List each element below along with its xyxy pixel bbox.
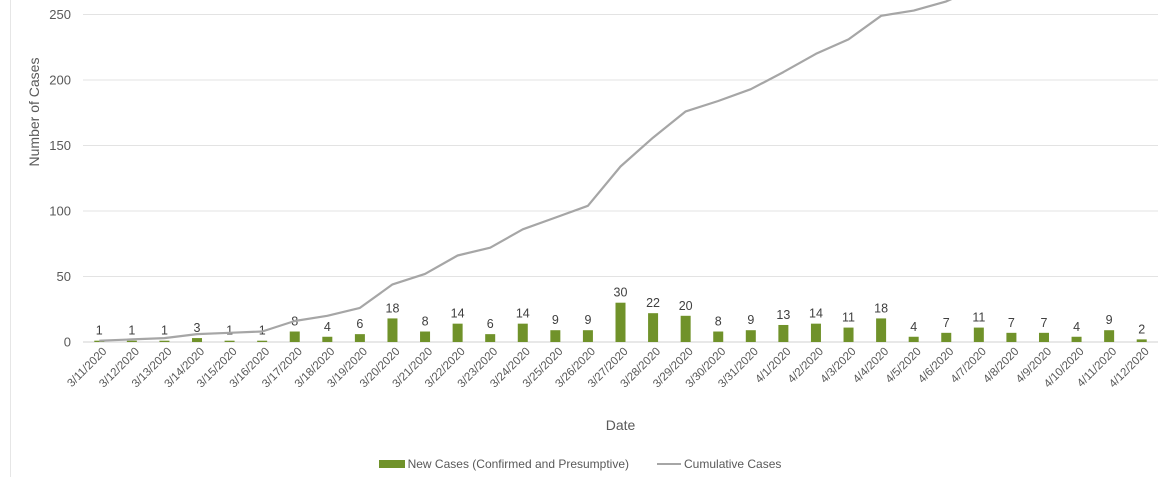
legend-item-new-cases: New Cases (Confirmed and Presumptive) <box>378 457 630 471</box>
legend-label-cumulative-cases: Cumulative Cases <box>684 457 782 471</box>
bar-new-cases <box>1071 336 1082 342</box>
y-tick-label: 200 <box>49 73 71 88</box>
bar-new-cases <box>126 340 137 342</box>
bar-new-cases <box>941 332 952 342</box>
cumulative-cases-line <box>99 0 953 342</box>
legend-swatch-new-cases <box>378 460 405 468</box>
bar-new-cases <box>778 324 789 342</box>
y-tick-label: 250 <box>49 7 71 22</box>
bar-new-cases <box>1038 332 1049 342</box>
bar-new-cases <box>582 330 593 342</box>
y-tick-label: 150 <box>49 138 71 153</box>
bar-new-cases <box>420 331 431 342</box>
bar-new-cases <box>745 330 756 342</box>
data-label: 8 <box>715 315 722 329</box>
data-label: 1 <box>96 324 103 338</box>
data-label: 2 <box>1138 322 1145 336</box>
bar-new-cases <box>908 336 919 342</box>
y-tick-label: 50 <box>57 269 71 284</box>
y-tick-label: 100 <box>49 204 71 219</box>
left-border-line <box>10 0 11 477</box>
bar-new-cases <box>159 340 170 342</box>
data-label: 11 <box>842 311 855 325</box>
data-label: 7 <box>1041 316 1048 330</box>
data-label: 4 <box>1073 320 1080 334</box>
data-label: 9 <box>584 313 591 327</box>
bar-new-cases <box>550 330 561 342</box>
data-label: 18 <box>386 301 400 315</box>
bar-new-cases <box>354 334 365 342</box>
bar-new-cases <box>843 327 854 342</box>
data-label: 11 <box>972 311 985 325</box>
legend-label-new-cases: New Cases (Confirmed and Presumptive) <box>407 457 630 471</box>
data-label: 6 <box>356 317 363 331</box>
bar-new-cases <box>452 323 463 342</box>
legend-item-cumulative-cases: Cumulative Cases <box>657 457 781 471</box>
data-label: 22 <box>646 296 660 310</box>
data-label: 1 <box>128 324 135 338</box>
bar-new-cases <box>257 340 268 342</box>
bar-new-cases <box>973 327 984 342</box>
bar-new-cases <box>485 334 496 342</box>
bar-new-cases <box>94 340 105 342</box>
data-label: 14 <box>451 307 465 321</box>
data-label: 6 <box>487 317 494 331</box>
bar-new-cases <box>615 302 626 342</box>
bar-new-cases <box>1136 339 1147 342</box>
data-label: 7 <box>1008 316 1015 330</box>
y-tick-label: 0 <box>64 335 71 350</box>
bar-new-cases <box>1104 330 1115 342</box>
bar-new-cases <box>713 331 724 342</box>
bar-new-cases <box>387 318 398 342</box>
data-label: 4 <box>324 320 331 334</box>
bar-new-cases <box>648 313 659 342</box>
bar-new-cases <box>289 331 300 342</box>
data-label: 4 <box>910 320 917 334</box>
data-label: 20 <box>679 299 693 313</box>
data-label: 3 <box>194 321 201 335</box>
bar-new-cases <box>680 315 691 342</box>
data-label: 7 <box>943 316 950 330</box>
y-axis-title: Number of Cases <box>26 58 42 167</box>
bar-new-cases <box>192 338 203 342</box>
bar-new-cases <box>810 323 821 342</box>
data-label: 13 <box>776 308 790 322</box>
data-label: 9 <box>747 313 754 327</box>
bar-new-cases <box>322 336 333 342</box>
data-label: 18 <box>874 301 888 315</box>
x-axis-title: Date <box>606 417 636 433</box>
legend-swatch-cumulative-cases <box>657 463 682 465</box>
data-label: 14 <box>809 307 823 321</box>
data-label: 8 <box>422 315 429 329</box>
bar-new-cases <box>876 318 887 342</box>
chart-legend: New Cases (Confirmed and Presumptive) Cu… <box>0 455 1160 473</box>
bar-new-cases <box>517 323 528 342</box>
data-label: 9 <box>1106 313 1113 327</box>
data-label: 1 <box>226 324 233 338</box>
data-label: 30 <box>614 286 628 300</box>
data-label: 9 <box>552 313 559 327</box>
data-label: 14 <box>516 307 530 321</box>
bar-new-cases <box>1006 332 1017 342</box>
data-label: 1 <box>161 324 168 338</box>
bar-new-cases <box>224 340 235 342</box>
